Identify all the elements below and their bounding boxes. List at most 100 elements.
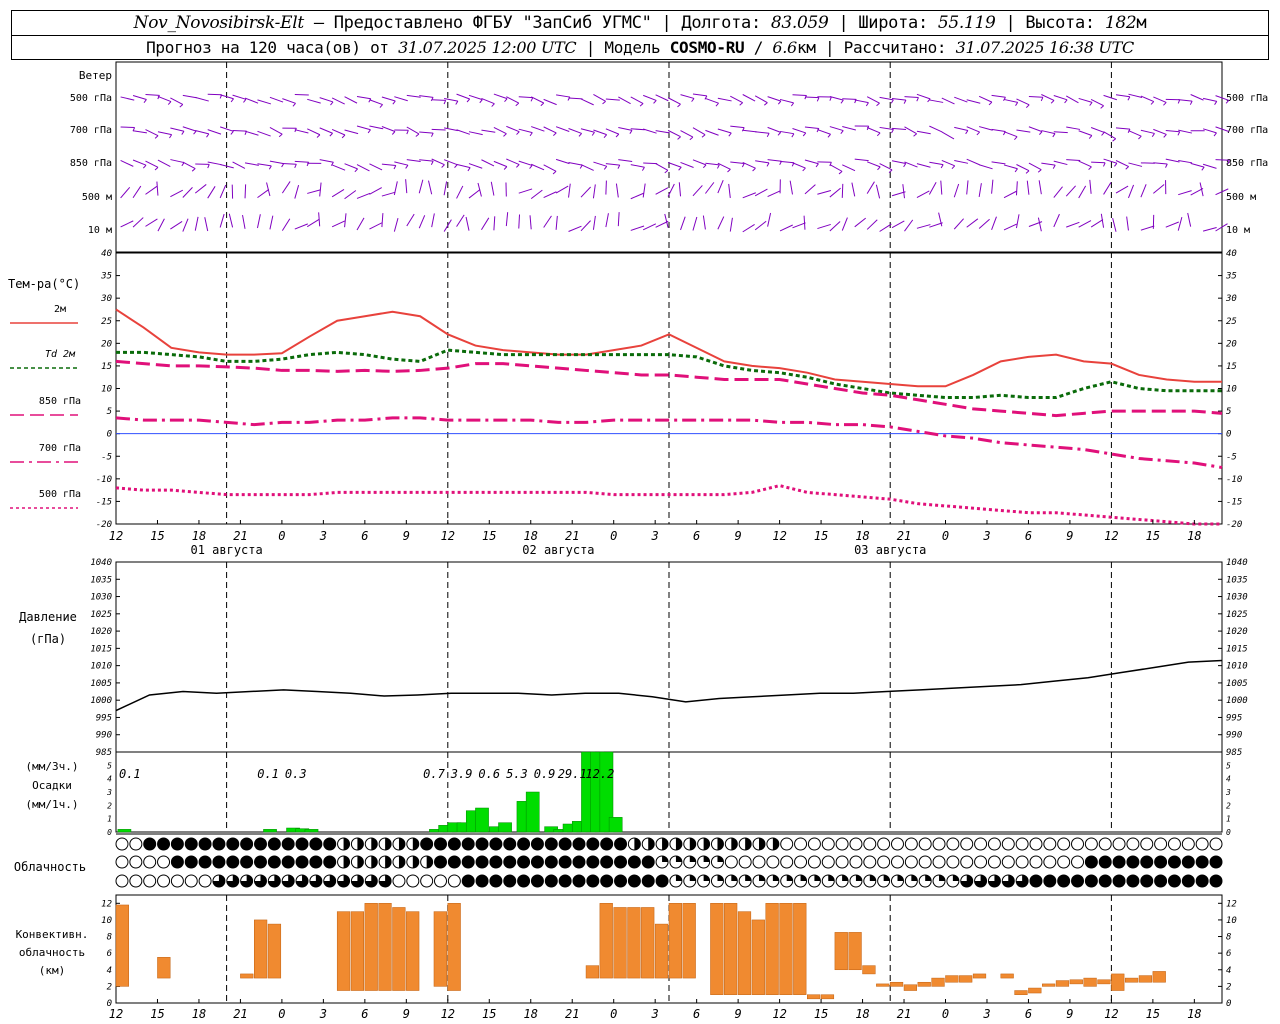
wind-barb [195, 96, 209, 102]
wind-barb-feather [294, 163, 297, 169]
cloud-cover-symbol [863, 837, 877, 851]
wind-barb-feather [951, 165, 956, 170]
wind-barb [419, 131, 434, 134]
convective-bar [336, 911, 351, 991]
temp-xtick-label: 18 [1187, 529, 1201, 543]
wind-barb-feather [455, 100, 459, 105]
temp-xtick-label: 21 [233, 529, 247, 543]
pressure-ytick-left: 1000 [90, 696, 112, 706]
wind-barb [257, 163, 272, 167]
convective-bar [1000, 973, 1014, 979]
wind-barb [132, 159, 147, 166]
wind-barb [1078, 160, 1092, 168]
wind-barb [916, 190, 930, 198]
precip-ytick-left: 4 [107, 775, 112, 784]
wind-barb [529, 215, 532, 230]
wind-barb-feather [1163, 102, 1167, 106]
wind-barb-feather [877, 166, 881, 171]
wind-barb [307, 98, 321, 104]
cloud-axis-label: Облачность [14, 860, 86, 874]
cloud-cover-fill [371, 838, 378, 850]
wind-barb [692, 93, 707, 97]
wind-barb-feather [840, 130, 844, 135]
wind-barb-feather [1025, 170, 1030, 174]
wind-barb [1140, 225, 1155, 231]
cloud-cover-symbol [849, 855, 863, 869]
wind-barb [418, 179, 424, 194]
wind-barb [979, 126, 993, 131]
wind-barb [630, 192, 644, 200]
wind-barb [866, 181, 875, 194]
temp-ytick-right: 40 [1226, 249, 1237, 259]
resolution-value: 6.6 [772, 38, 797, 57]
cloud-cover-fill [1113, 875, 1126, 887]
wind-barb [132, 185, 142, 198]
temp-ytick-left: 40 [101, 249, 112, 259]
wind-barb [978, 183, 982, 198]
wind-barb-feather [430, 132, 434, 137]
wind-barb [531, 126, 545, 132]
cloud-cover-fill [745, 838, 752, 850]
cloud-cover-fill [531, 875, 544, 887]
wind-barb [568, 183, 571, 198]
wind-barb [941, 159, 955, 167]
temp-ytick-left: 10 [101, 385, 112, 395]
convective-bar [1014, 990, 1028, 995]
convective-bar [254, 919, 268, 979]
wind-barb [842, 126, 856, 131]
temp-ytick-left: 0 [107, 430, 112, 440]
wind-barb [904, 219, 914, 232]
cloud-cover-fill [745, 875, 752, 881]
cloud-cover-symbol [198, 874, 212, 888]
pressure-ytick-right: 985 [1226, 748, 1242, 758]
convective-bar [710, 903, 724, 995]
wind-barb [1202, 97, 1217, 102]
wind-barb [892, 127, 907, 131]
cloud-cover-symbol [1057, 855, 1071, 869]
wind-barb [281, 218, 291, 231]
wind-barb [194, 184, 207, 194]
cloud-cover-fill [1210, 875, 1222, 887]
wind-barb [618, 159, 633, 163]
wind-barb [481, 97, 495, 105]
cloud-cover-fill [614, 838, 627, 850]
forecast-label: Прогноз на 120 часа(ов) от [146, 38, 399, 57]
pressure-ytick-right: 1000 [1226, 696, 1248, 706]
wind-barb [692, 216, 698, 231]
wind-barb [220, 163, 234, 169]
wind-barb [481, 129, 496, 133]
cloud-cover-symbol [794, 855, 808, 869]
wind-barb [1153, 184, 1165, 194]
wind-barb-feather [653, 100, 657, 104]
wind-barb [555, 158, 570, 165]
wind-barb [938, 212, 943, 227]
cloud-cover-fill [703, 875, 710, 881]
cloud-cover-symbol [420, 874, 434, 888]
wind-barb [630, 225, 645, 231]
wind-barb-feather [752, 167, 756, 172]
wind-barb [705, 129, 719, 136]
cloud-cover-symbol [1112, 837, 1126, 851]
cloud-cover-fill [426, 856, 433, 868]
wind-barb [170, 189, 184, 198]
conv-xtick-label: 21 [233, 1007, 247, 1021]
cloud-cover-fill [323, 856, 336, 868]
cloud-cover-fill [199, 856, 212, 868]
wind-barb [755, 160, 770, 164]
wind-barb [331, 220, 346, 228]
wind-barb [767, 190, 781, 198]
wind-barb [1028, 96, 1043, 98]
cloud-cover-symbol [447, 874, 461, 888]
wind-barb [841, 183, 844, 198]
pressure-ytick-right: 990 [1226, 731, 1242, 741]
cloud-cover-symbol [904, 837, 918, 851]
wind-barb [742, 129, 757, 133]
wind-barb [443, 181, 448, 196]
cloud-cover-symbol [918, 855, 932, 869]
cloud-cover-fill [1154, 875, 1167, 887]
wind-barb-feather [1114, 162, 1118, 167]
wind-barb-feather [243, 99, 247, 103]
cloud-cover-fill [759, 875, 766, 881]
wind-barb [132, 94, 147, 100]
wind-barb-feather [602, 100, 606, 105]
